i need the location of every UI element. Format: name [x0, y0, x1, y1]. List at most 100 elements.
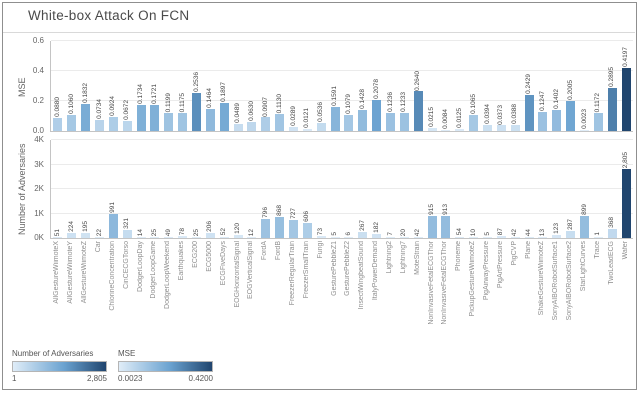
x-axis-label: ItalyPowerDemand — [372, 241, 380, 301]
bar-value-label: 0.0630 — [247, 100, 255, 121]
bar-mse — [192, 93, 201, 131]
bar-value-label: 0.2429 — [525, 73, 533, 94]
legend-mse-min: 0.0023 — [118, 374, 143, 383]
bar-adversaries — [95, 237, 104, 238]
bar-value-label: 0.1236 — [386, 91, 394, 112]
bar-mse — [621, 68, 631, 131]
bar-adversaries — [621, 169, 631, 238]
chart-frame — [2, 2, 637, 390]
y-tick-label: 0.6 — [32, 36, 44, 45]
bar-value-label: 120 — [234, 223, 242, 235]
bar-value-label: 0.1428 — [358, 88, 366, 109]
bar-mse — [233, 123, 243, 131]
bar-mse — [302, 129, 312, 131]
x-axis-label: StarLightCurves — [580, 241, 587, 292]
bar-value-label: 913 — [441, 203, 449, 215]
bar-value-label: 915 — [428, 203, 436, 215]
x-axis-label: MoteStrain — [413, 241, 421, 275]
bar-value-label: 0.0734 — [95, 99, 103, 119]
x-axis-label: Trace — [593, 241, 601, 259]
bar-value-label: 0.0289 — [289, 105, 297, 126]
bar-value-label: 20 — [400, 228, 408, 236]
bar-value-label: 796 — [261, 206, 269, 218]
bar-value-label: 0.0388 — [511, 104, 519, 125]
bar-mse — [67, 115, 77, 131]
bar-adversaries — [233, 235, 243, 238]
bar-mse — [95, 120, 104, 131]
y-tick-label: 3K — [34, 159, 44, 169]
y-tick-label: 0.4 — [32, 66, 44, 75]
x-axis-label: TwoLeadECG — [607, 241, 615, 285]
bar-mse — [483, 125, 492, 131]
bar-adversaries — [510, 237, 520, 238]
y-tick-label: 4K — [34, 135, 44, 144]
bar-value-label: 0.1079 — [344, 93, 352, 114]
bar-adversaries — [496, 235, 506, 238]
bar-value-label: 0.0084 — [441, 108, 449, 129]
bar-value-label: 5 — [331, 232, 339, 236]
bar-value-label: 0.1721 — [150, 84, 158, 105]
bar-mse — [81, 103, 91, 131]
bar-value-label: 0.1402 — [552, 89, 560, 109]
bar-value-label: 1 — [594, 232, 602, 236]
bar-value-label: 42 — [414, 228, 422, 236]
mse-plot-area: 0.0880 0.1060 0.1832 0.0734 0.0924 0.0672 0.17… — [50, 40, 633, 132]
bar-value-label: 0.1247 — [538, 91, 546, 112]
bar-mse — [164, 113, 174, 131]
bar-value-label: 54 — [455, 228, 463, 236]
bar-mse — [289, 126, 298, 131]
bar-value-label: 52 — [220, 228, 228, 236]
legend-adversaries-max: 2,805 — [86, 374, 107, 383]
bar-adversaries — [247, 237, 257, 238]
bar-adversaries — [302, 223, 312, 238]
x-axis-label: NonInvasiveFetalECGThor — [441, 241, 449, 325]
bar-value-label: 0.0672 — [123, 100, 131, 120]
x-axis-label: Car — [95, 241, 102, 253]
x-axis-label: Plane — [524, 241, 532, 259]
legend-adversaries-title: Number of Adversaries — [12, 349, 94, 358]
bar-mse — [247, 121, 257, 131]
bar-mse — [316, 123, 326, 131]
bar-mse — [441, 129, 451, 131]
bar-adversaries — [81, 233, 91, 238]
x-axis-label: DodgerLoopWeekend — [164, 241, 172, 309]
bar-mse — [219, 102, 229, 131]
bar-value-label: 0.0536 — [317, 102, 325, 122]
legend-mse-title: MSE — [118, 349, 136, 358]
bar-mse — [552, 110, 562, 131]
bar-value-label: 2,805 — [622, 152, 630, 169]
bar-mse — [469, 115, 479, 131]
bar-value-label: 0.1175 — [178, 93, 186, 113]
y-tick-label: 0.2 — [32, 96, 44, 105]
bar-adversaries — [53, 236, 63, 238]
x-axis-label: PigAirwayPressure — [483, 241, 490, 301]
gridline — [51, 163, 633, 165]
bar-value-label: 51 — [53, 228, 61, 236]
bar-value-label: 0.1464 — [206, 88, 214, 108]
bar-mse — [386, 112, 395, 131]
chart-title: White-box Attack On FCN — [28, 8, 190, 23]
bar-adversaries — [205, 233, 215, 238]
bar-value-label: 10 — [469, 228, 477, 236]
bar-value-label: 0.1130 — [275, 93, 283, 113]
bar-value-label: 0.2640 — [414, 70, 422, 91]
legend-adversaries: Number of Adversaries 1 2,805 — [12, 349, 107, 383]
bar-mse — [330, 107, 340, 131]
legend-adversaries-min: 1 — [12, 374, 17, 383]
bar-value-label: 0.2895 — [608, 66, 616, 87]
x-axis-label: PigArtPressure — [496, 241, 504, 289]
bar-value-label: 25 — [192, 228, 200, 236]
x-axis-label: FordA — [261, 241, 269, 261]
bar-value-label: 49 — [164, 228, 172, 236]
bar-value-label: 0.0121 — [303, 108, 311, 129]
bar-value-label: 0.1172 — [594, 93, 602, 113]
bar-adversaries — [67, 232, 77, 238]
x-axis-label: Earthquakes — [178, 241, 186, 281]
bar-value-label: 287 — [566, 219, 574, 230]
gridline — [51, 212, 633, 214]
bar-adversaries — [524, 236, 534, 238]
bar-mse — [344, 114, 354, 131]
x-axis-label: GesturePebbleZ2 — [344, 241, 352, 296]
bar-value-label: 868 — [275, 204, 283, 216]
